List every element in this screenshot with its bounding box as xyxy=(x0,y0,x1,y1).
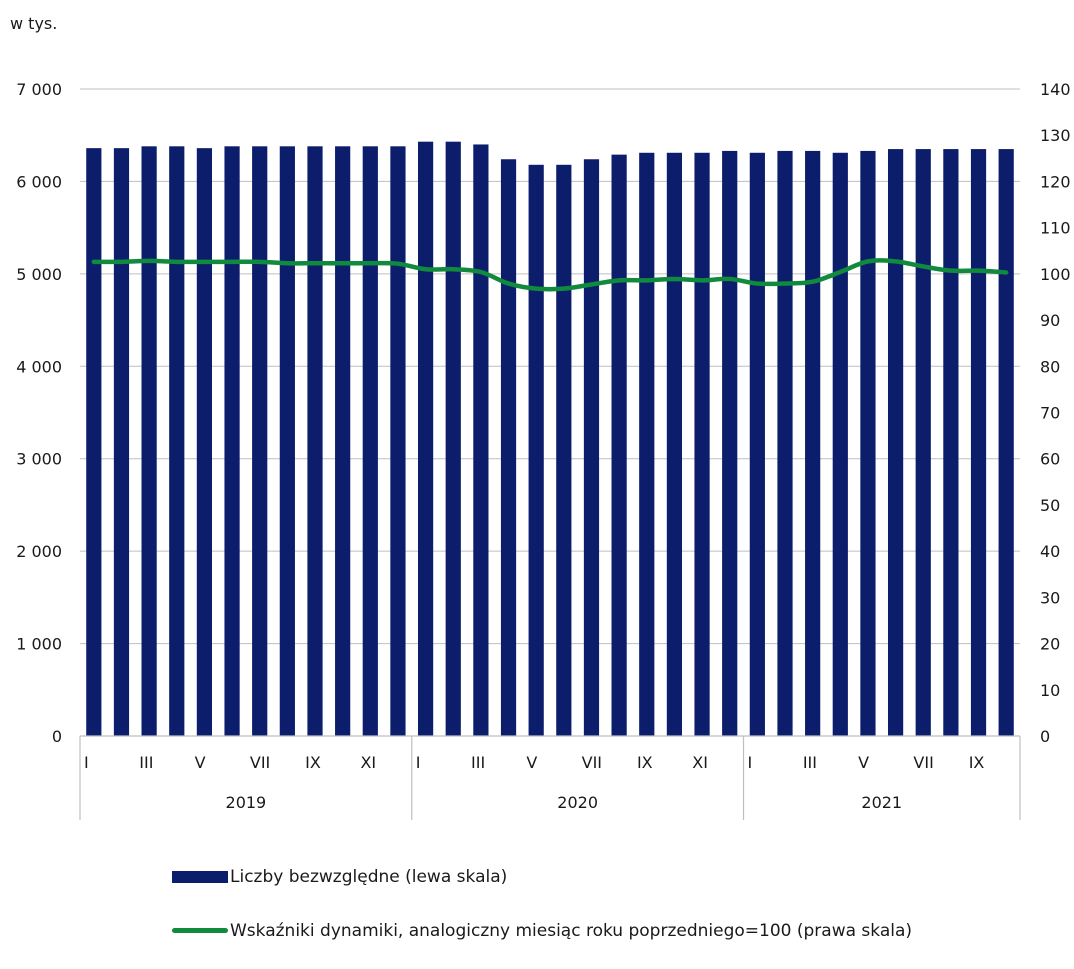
x-tick-label: VII xyxy=(250,753,270,772)
x-tick-label: V xyxy=(858,753,869,772)
bar xyxy=(224,146,240,736)
bar xyxy=(362,146,378,736)
bar xyxy=(556,164,572,736)
y-left-tick-label: 7 000 xyxy=(16,80,62,99)
x-group-label: 2020 xyxy=(557,793,598,812)
y-right-tick-label: 110 xyxy=(1040,219,1071,238)
bar-series xyxy=(86,141,1014,737)
y-right-tick-label: 120 xyxy=(1040,172,1071,191)
y-right-tick-label: 130 xyxy=(1040,126,1071,145)
y-left-tick-label: 4 000 xyxy=(16,357,62,376)
y-left-tick-label: 6 000 xyxy=(16,172,62,191)
line-series-path xyxy=(91,258,1009,292)
legend-swatch-bars xyxy=(172,871,228,883)
bar xyxy=(279,146,295,736)
bar xyxy=(805,150,821,737)
y-right-tick-label: 80 xyxy=(1040,357,1060,376)
legend-label-line: Wskaźniki dynamiki, analogiczny miesiąc … xyxy=(230,921,913,941)
unit-label: w tys. xyxy=(10,14,58,33)
x-tick-label: XI xyxy=(692,753,708,772)
y-left-tick-label: 2 000 xyxy=(16,542,62,561)
bar xyxy=(390,146,406,736)
bar xyxy=(445,141,461,737)
y-right-tick-label: 100 xyxy=(1040,265,1071,284)
bar xyxy=(335,146,351,736)
y-right-tick-label: 10 xyxy=(1040,681,1060,700)
x-tick-label: V xyxy=(526,753,537,772)
legend-item-bars: Liczby bezwzględne (lewa skala) xyxy=(172,866,950,888)
y-left-tick-label: 3 000 xyxy=(16,450,62,469)
y-right-tick-label: 30 xyxy=(1040,588,1060,607)
x-tick-label: VII xyxy=(913,753,933,772)
legend-item-line: Wskaźniki dynamiki, analogiczny miesiąc … xyxy=(172,920,950,942)
y-right-tick-label: 70 xyxy=(1040,404,1060,423)
bar xyxy=(86,148,102,736)
bar xyxy=(832,152,848,737)
y-right-tick-label: 90 xyxy=(1040,311,1060,330)
line-series xyxy=(91,258,1009,292)
bar xyxy=(473,144,489,736)
bar xyxy=(528,164,544,736)
x-tick-label: I xyxy=(416,753,421,772)
y-right-tick-label: 50 xyxy=(1040,496,1060,515)
x-tick-label: V xyxy=(195,753,206,772)
bar xyxy=(749,152,765,737)
x-tick-label: IX xyxy=(305,753,321,772)
bar xyxy=(777,150,793,737)
bar xyxy=(666,152,683,737)
legend-swatch-line xyxy=(172,928,228,933)
y-right-tick-label: 140 xyxy=(1040,80,1071,99)
bar xyxy=(611,154,627,737)
legend-label-bars: Liczby bezwzględne (lewa skala) xyxy=(230,867,508,887)
bar xyxy=(583,159,600,736)
y-right-tick-label: 40 xyxy=(1040,542,1060,561)
x-tick-label: III xyxy=(139,753,153,772)
x-tick-label: III xyxy=(803,753,817,772)
x-tick-label: XI xyxy=(360,753,376,772)
bar xyxy=(141,146,157,736)
bar xyxy=(500,159,517,736)
bar xyxy=(252,146,268,736)
y-left-tick-label: 1 000 xyxy=(16,635,62,654)
axes: 0 1 000 2 000 3 000 4 000 5 000 6 000 7 000 0 10 2… xyxy=(16,80,1071,820)
y-right-tick-label: 0 xyxy=(1040,727,1050,746)
bar xyxy=(998,149,1014,737)
bar xyxy=(694,152,710,737)
x-tick-label: IX xyxy=(637,753,653,772)
y-left-tick-label: 0 xyxy=(52,727,62,746)
bar xyxy=(639,152,655,737)
bar xyxy=(196,148,213,736)
x-tick-label: VII xyxy=(582,753,602,772)
x-tick-label: III xyxy=(471,753,485,772)
bar xyxy=(169,146,185,736)
x-tick-label: I xyxy=(748,753,753,772)
x-group-label: 2021 xyxy=(861,793,902,812)
combo-chart: 0 1 000 2 000 3 000 4 000 5 000 6 000 7 000 0 10 2… xyxy=(16,80,1071,820)
bar xyxy=(417,141,434,737)
bar xyxy=(970,149,987,737)
bar xyxy=(307,146,323,736)
y-left-tick-label: 5 000 xyxy=(16,265,62,284)
bar xyxy=(722,150,738,737)
gridlines xyxy=(80,88,1020,645)
y-right-tick-label: 20 xyxy=(1040,635,1060,654)
x-group-label: 2019 xyxy=(226,793,267,812)
bar xyxy=(915,149,931,737)
bar xyxy=(943,149,959,737)
y-right-tick-label: 60 xyxy=(1040,450,1060,469)
bar xyxy=(860,150,876,737)
x-tick-label: I xyxy=(84,753,89,772)
bar xyxy=(887,149,904,737)
x-tick-label: IX xyxy=(969,753,985,772)
bar xyxy=(113,148,130,736)
